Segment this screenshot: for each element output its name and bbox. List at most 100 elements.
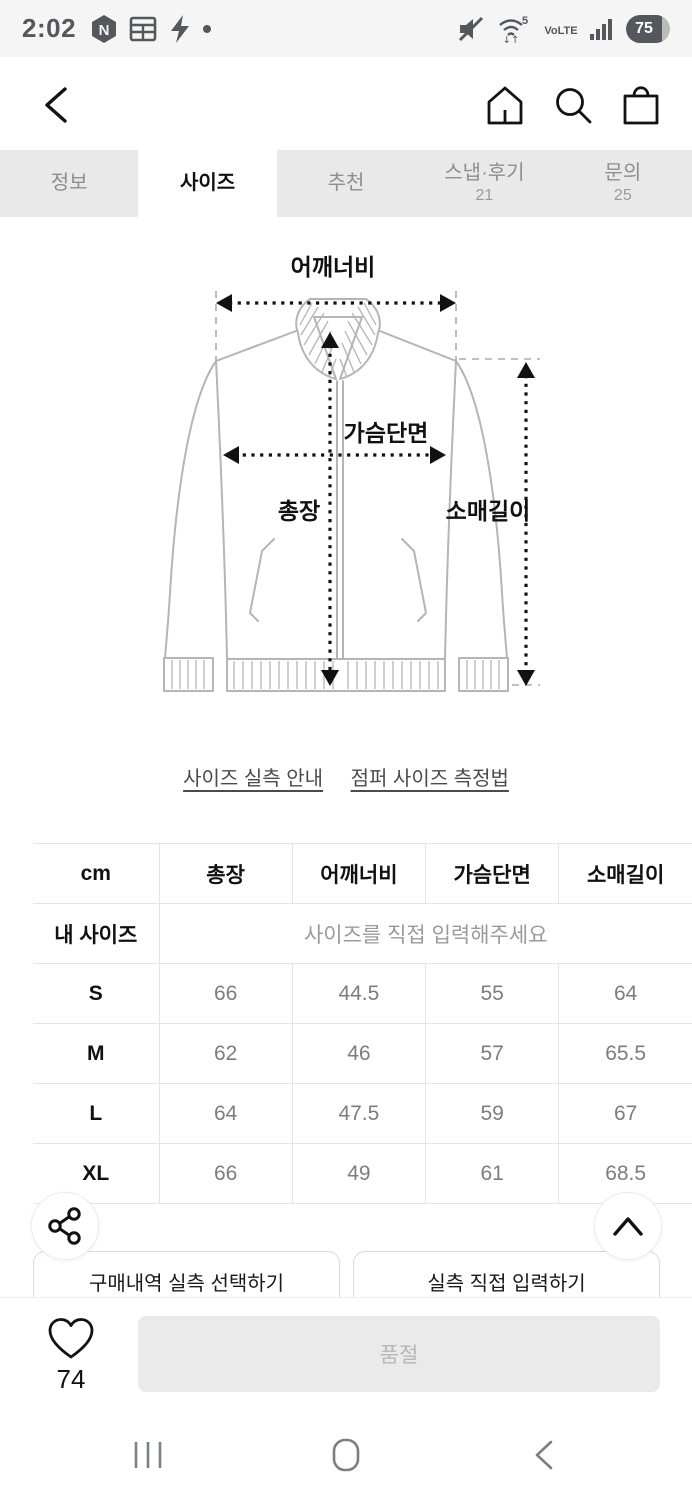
size-label: M bbox=[33, 1023, 160, 1084]
col-header-length: 총장 bbox=[158, 843, 293, 904]
cell-shoulder: 47.5 bbox=[291, 1083, 427, 1144]
my-size-input-prompt[interactable]: 사이즈를 직접 입력해주세요 bbox=[158, 903, 692, 964]
chevron-left-icon bbox=[45, 87, 67, 123]
home-button[interactable] bbox=[484, 83, 526, 127]
col-header-shoulder: 어깨너비 bbox=[291, 843, 427, 904]
svg-text:↓↑: ↓↑ bbox=[503, 35, 520, 44]
cell-length: 62 bbox=[158, 1023, 293, 1084]
cell-chest: 61 bbox=[424, 1143, 560, 1204]
share-button[interactable] bbox=[31, 1192, 99, 1260]
size-label: S bbox=[33, 963, 160, 1024]
col-header-sleeve: 소매길이 bbox=[558, 843, 692, 904]
chevron-up-icon bbox=[613, 1217, 643, 1236]
recents-icon bbox=[134, 1442, 162, 1468]
search-button[interactable] bbox=[552, 83, 594, 127]
sold-out-button[interactable]: 품절 bbox=[138, 1316, 660, 1392]
svg-text:N: N bbox=[99, 22, 110, 39]
app-header bbox=[0, 57, 692, 150]
status-bar: 2:02 N bbox=[0, 0, 692, 57]
tab-inquiry[interactable]: 문의 25 bbox=[554, 150, 692, 217]
tab-label: 사이즈 bbox=[180, 172, 236, 194]
tab-snap-reviews[interactable]: 스냅·후기 21 bbox=[415, 150, 553, 217]
system-status-icons: 5 ↓↑ VoLTE 75 bbox=[456, 14, 670, 44]
scroll-to-top-button[interactable] bbox=[594, 1192, 662, 1260]
cell-chest: 57 bbox=[424, 1023, 560, 1084]
home-icon bbox=[487, 86, 523, 125]
wifi-icon: 5 ↓↑ bbox=[499, 15, 528, 44]
share-icon bbox=[48, 1207, 81, 1245]
size-measure-guide-link[interactable]: 사이즈 실측 안내 bbox=[183, 768, 324, 790]
home-nav-button[interactable] bbox=[316, 1425, 376, 1485]
signal-icon bbox=[590, 18, 612, 40]
tab-label: 정보 bbox=[50, 172, 88, 194]
cell-chest: 59 bbox=[424, 1083, 560, 1144]
clock: 2:02 bbox=[22, 13, 77, 43]
cell-shoulder: 46 bbox=[291, 1023, 427, 1084]
tab-label: 스냅·후기 bbox=[444, 161, 525, 184]
cell-sleeve: 65.5 bbox=[558, 1023, 692, 1084]
svg-text:5: 5 bbox=[522, 15, 528, 27]
cell-sleeve: 64 bbox=[558, 963, 692, 1024]
my-size-label: 내 사이즈 bbox=[33, 903, 160, 964]
size-guide-links: 사이즈 실측 안내 점퍼 사이즈 측정법 bbox=[0, 762, 692, 791]
cell-shoulder: 44.5 bbox=[291, 963, 427, 1024]
recents-button[interactable] bbox=[118, 1425, 178, 1485]
tab-label: 추천 bbox=[327, 172, 365, 194]
tab-count: 21 bbox=[475, 186, 494, 204]
purchase-bar: 74 품절 bbox=[0, 1297, 692, 1410]
back-button[interactable] bbox=[34, 81, 78, 129]
jumper-measure-howto-link[interactable]: 점퍼 사이즈 측정법 bbox=[350, 768, 509, 790]
like-button[interactable]: 74 bbox=[40, 1318, 102, 1395]
battery-percent: 75 bbox=[635, 19, 653, 37]
my-size-row: 내 사이즈 사이즈를 직접 입력해주세요 bbox=[33, 903, 692, 964]
measure-labels: 어깨너비 가슴단면 총장 소매길이 bbox=[278, 254, 530, 524]
table-row-xl: XL 66 49 61 68.5 bbox=[33, 1143, 692, 1204]
chest-label: 가슴단면 bbox=[344, 420, 429, 446]
volte-icon: VoLTE bbox=[544, 25, 577, 37]
cell-shoulder: 49 bbox=[291, 1143, 427, 1204]
shopping-bag-icon bbox=[623, 86, 659, 125]
sleeve-label: 소매길이 bbox=[446, 498, 531, 524]
col-header-chest: 가슴단면 bbox=[424, 843, 560, 904]
tab-size[interactable]: 사이즈 bbox=[138, 150, 277, 217]
jacket-measurement-diagram: 어깨너비 가슴단면 총장 소매길이 bbox=[163, 254, 540, 692]
measure-arrows bbox=[229, 301, 528, 673]
naver-app-icon: N bbox=[92, 14, 117, 43]
android-nav-bar bbox=[0, 1410, 692, 1500]
flash-icon bbox=[171, 14, 190, 43]
back-nav-icon bbox=[535, 1440, 553, 1470]
arrow-heads bbox=[216, 294, 535, 686]
shoulder-label: 어깨너비 bbox=[291, 254, 376, 280]
tab-info[interactable]: 정보 bbox=[0, 150, 138, 217]
heart-icon bbox=[48, 1318, 94, 1359]
back-nav-button[interactable] bbox=[514, 1425, 574, 1485]
svg-text:VoLTE: VoLTE bbox=[544, 25, 577, 37]
collar-hatching bbox=[299, 302, 377, 378]
cell-length: 66 bbox=[158, 963, 293, 1024]
tab-recommend[interactable]: 추천 bbox=[277, 150, 415, 217]
mute-icon bbox=[458, 16, 484, 41]
size-table-header-row: cm 총장 어깨너비 가슴단면 소매길이 bbox=[33, 843, 692, 904]
tab-count: 25 bbox=[613, 186, 632, 204]
table-row-s: S 66 44.5 55 64 bbox=[33, 963, 692, 1024]
notification-icons: N bbox=[89, 14, 212, 44]
like-count: 74 bbox=[56, 1364, 86, 1394]
calendar-icon bbox=[129, 16, 157, 41]
table-row-l: L 64 47.5 59 67 bbox=[33, 1083, 692, 1144]
size-label: L bbox=[33, 1083, 160, 1144]
home-nav-icon bbox=[332, 1438, 360, 1472]
product-tab-bar: 정보 사이즈 추천 스냅·후기 21 문의 25 bbox=[0, 150, 692, 217]
cell-sleeve: 67 bbox=[558, 1083, 692, 1144]
search-icon bbox=[556, 88, 592, 124]
cell-chest: 55 bbox=[424, 963, 560, 1024]
notification-dot-icon bbox=[203, 24, 212, 33]
length-label: 총장 bbox=[278, 498, 320, 524]
col-header-cm: cm bbox=[33, 843, 160, 904]
cell-length: 66 bbox=[158, 1143, 293, 1204]
size-table: cm 총장 어깨너비 가슴단면 소매길이 내 사이즈 사이즈를 직접 입력해주세… bbox=[33, 843, 692, 1204]
rib-ticks bbox=[171, 660, 500, 689]
cart-button[interactable] bbox=[620, 83, 662, 127]
battery-icon: 75 bbox=[626, 14, 670, 43]
cell-length: 64 bbox=[158, 1083, 293, 1144]
